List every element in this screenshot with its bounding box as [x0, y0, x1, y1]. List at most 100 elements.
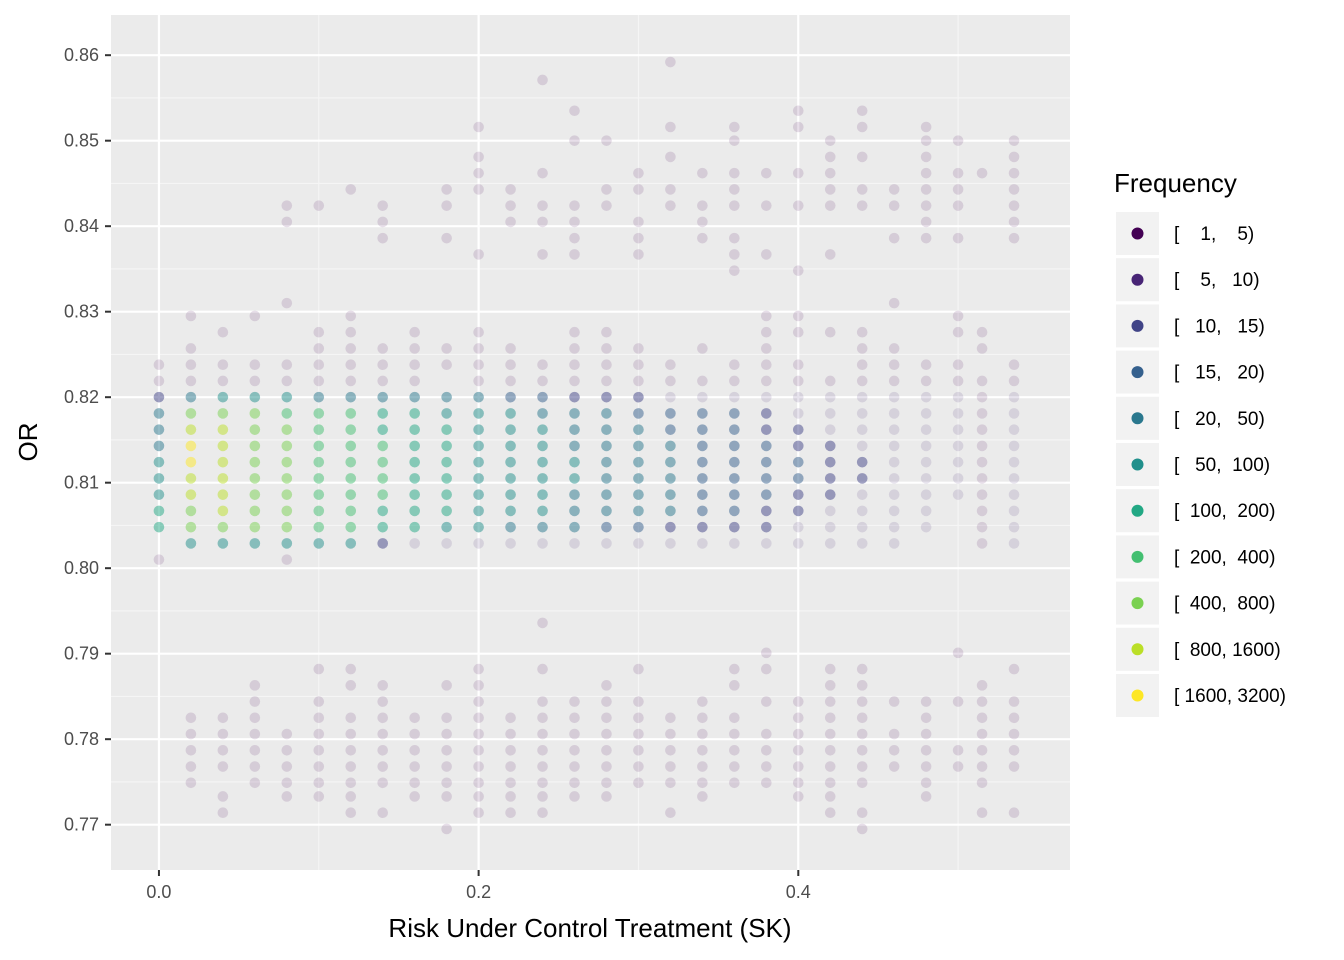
legend-label: [ 10, 15)	[1174, 316, 1265, 337]
data-point	[729, 538, 740, 549]
data-point	[185, 375, 197, 387]
data-point	[1008, 521, 1020, 533]
data-point	[665, 359, 676, 370]
data-point	[377, 761, 389, 772]
legend-label: [ 200, 400)	[1174, 547, 1275, 568]
data-point	[665, 408, 676, 419]
data-point	[1008, 807, 1020, 819]
data-point	[633, 232, 644, 244]
data-point	[824, 680, 836, 691]
data-point	[888, 521, 900, 533]
data-point	[761, 538, 772, 549]
data-point	[729, 745, 740, 756]
data-point	[185, 424, 197, 435]
data-point	[601, 489, 612, 500]
data-point	[729, 663, 740, 675]
data-point	[473, 121, 484, 133]
data-point	[952, 391, 964, 403]
y-tick-label: 0.81	[64, 473, 99, 493]
data-point	[920, 791, 932, 802]
data-point	[153, 440, 165, 452]
data-point	[441, 456, 452, 468]
data-point	[249, 745, 261, 756]
data-point	[920, 777, 932, 789]
data-point	[665, 391, 676, 403]
data-point	[1008, 391, 1020, 403]
data-point	[761, 408, 772, 419]
data-point	[505, 791, 516, 802]
data-point	[185, 473, 197, 484]
data-point	[409, 359, 420, 370]
data-point	[313, 456, 325, 468]
data-point	[601, 680, 612, 691]
data-point	[792, 473, 804, 484]
data-point	[473, 408, 484, 419]
data-point	[185, 777, 197, 789]
data-point	[761, 200, 772, 211]
data-point	[761, 777, 772, 789]
data-point	[1008, 663, 1020, 675]
data-point	[473, 663, 484, 675]
data-point	[345, 473, 357, 484]
legend-label: [ 1600, 3200)	[1174, 686, 1286, 707]
data-point	[824, 440, 836, 452]
data-point	[761, 391, 772, 403]
data-point	[792, 791, 804, 802]
data-point	[281, 745, 293, 756]
data-point	[569, 745, 580, 756]
data-point	[377, 473, 389, 484]
legend-swatch	[1131, 504, 1144, 517]
data-point	[601, 200, 612, 211]
data-point	[185, 440, 197, 452]
data-point	[569, 728, 580, 740]
data-point	[345, 343, 357, 354]
data-point	[569, 200, 580, 211]
data-point	[249, 728, 261, 740]
data-point	[633, 391, 644, 403]
data-point	[313, 728, 325, 740]
data-point	[441, 359, 452, 370]
data-point	[856, 807, 868, 819]
data-point	[537, 456, 548, 468]
data-point	[217, 326, 229, 338]
data-point	[856, 121, 868, 133]
data-point	[153, 505, 165, 517]
data-point	[281, 408, 293, 419]
data-point	[633, 184, 644, 195]
data-point	[792, 440, 804, 452]
data-point	[920, 375, 932, 387]
data-point	[920, 232, 932, 244]
data-point	[952, 473, 964, 484]
data-point	[313, 521, 325, 533]
data-point	[377, 440, 389, 452]
y-tick-label: 0.84	[64, 216, 99, 236]
y-tick-label: 0.79	[64, 644, 99, 664]
data-point	[217, 375, 229, 387]
data-point	[976, 408, 988, 419]
data-point	[792, 391, 804, 403]
data-point	[569, 712, 580, 724]
data-point	[185, 456, 197, 468]
data-point	[185, 505, 197, 517]
data-point	[976, 680, 988, 691]
data-point	[345, 663, 357, 675]
data-point	[505, 216, 516, 228]
data-point	[153, 456, 165, 468]
data-point	[409, 343, 420, 354]
data-point	[952, 310, 964, 322]
data-point	[313, 712, 325, 724]
data-point	[761, 696, 772, 707]
data-point	[441, 343, 452, 354]
data-point	[537, 745, 548, 756]
data-point	[761, 424, 772, 435]
data-point	[1008, 200, 1020, 211]
data-point	[249, 391, 261, 403]
data-point	[217, 538, 229, 549]
data-point	[345, 310, 357, 322]
data-point	[601, 745, 612, 756]
data-point	[153, 489, 165, 500]
data-point	[505, 505, 516, 517]
data-point	[729, 249, 740, 260]
data-point	[601, 343, 612, 354]
data-point	[505, 184, 516, 195]
